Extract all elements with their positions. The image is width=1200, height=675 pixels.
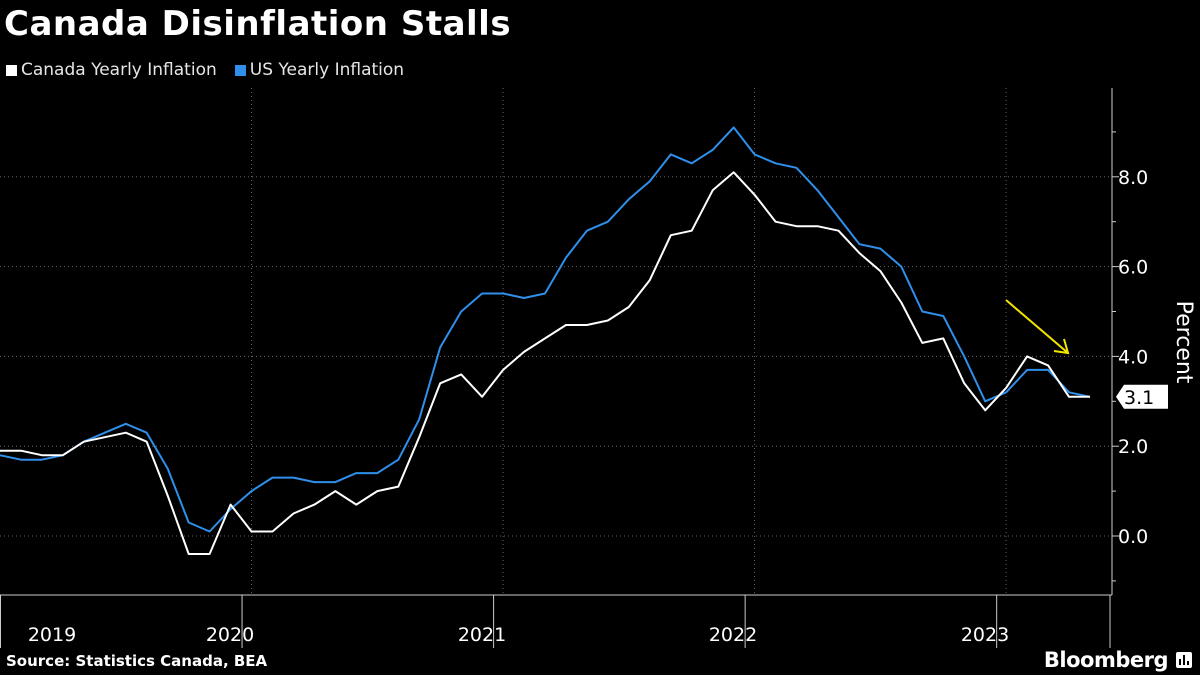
bloomberg-logo: Bloomberg xyxy=(1043,648,1169,672)
series-line-canada xyxy=(0,171,1090,555)
x-year-label: 2021 xyxy=(458,624,506,646)
bloomberg-chart-icon xyxy=(1176,652,1192,668)
x-year-label: 2020 xyxy=(206,624,254,646)
last-value-label: 3.1 xyxy=(1124,387,1154,409)
legend-label-canada: Canada Yearly Inflation xyxy=(21,60,217,80)
legend-item-canada: Canada Yearly Inflation xyxy=(6,60,217,80)
series-line-us xyxy=(0,126,1091,533)
legend-swatch-us xyxy=(234,64,246,76)
x-year-label: 2023 xyxy=(961,624,1009,646)
source-note: Source: Statistics Canada, BEA xyxy=(6,652,268,670)
y-tick-label: 0.0 xyxy=(1118,526,1148,548)
chart-title: Canada Disinflation Stalls xyxy=(4,4,512,44)
legend-label-us: US Yearly Inflation xyxy=(249,60,405,80)
x-year-label: 2022 xyxy=(709,624,757,646)
annotation-arrow-head xyxy=(1053,338,1070,355)
y-tick-label: 2.0 xyxy=(1118,436,1148,458)
legend-item-us: US Yearly Inflation xyxy=(234,60,405,80)
last-value-badge xyxy=(1116,384,1168,409)
y-tick-label: 4.0 xyxy=(1118,346,1148,368)
legend-swatch-canada xyxy=(6,64,17,76)
x-year-label: 2019 xyxy=(28,624,76,646)
annotation-arrow xyxy=(1005,299,1069,354)
legend: Canada Yearly Inflation US Yearly Inflat… xyxy=(6,60,404,80)
y-tick-label: 6.0 xyxy=(1118,257,1148,279)
y-axis-label: Percent xyxy=(1171,301,1196,384)
y-tick-label: 8.0 xyxy=(1118,167,1148,189)
